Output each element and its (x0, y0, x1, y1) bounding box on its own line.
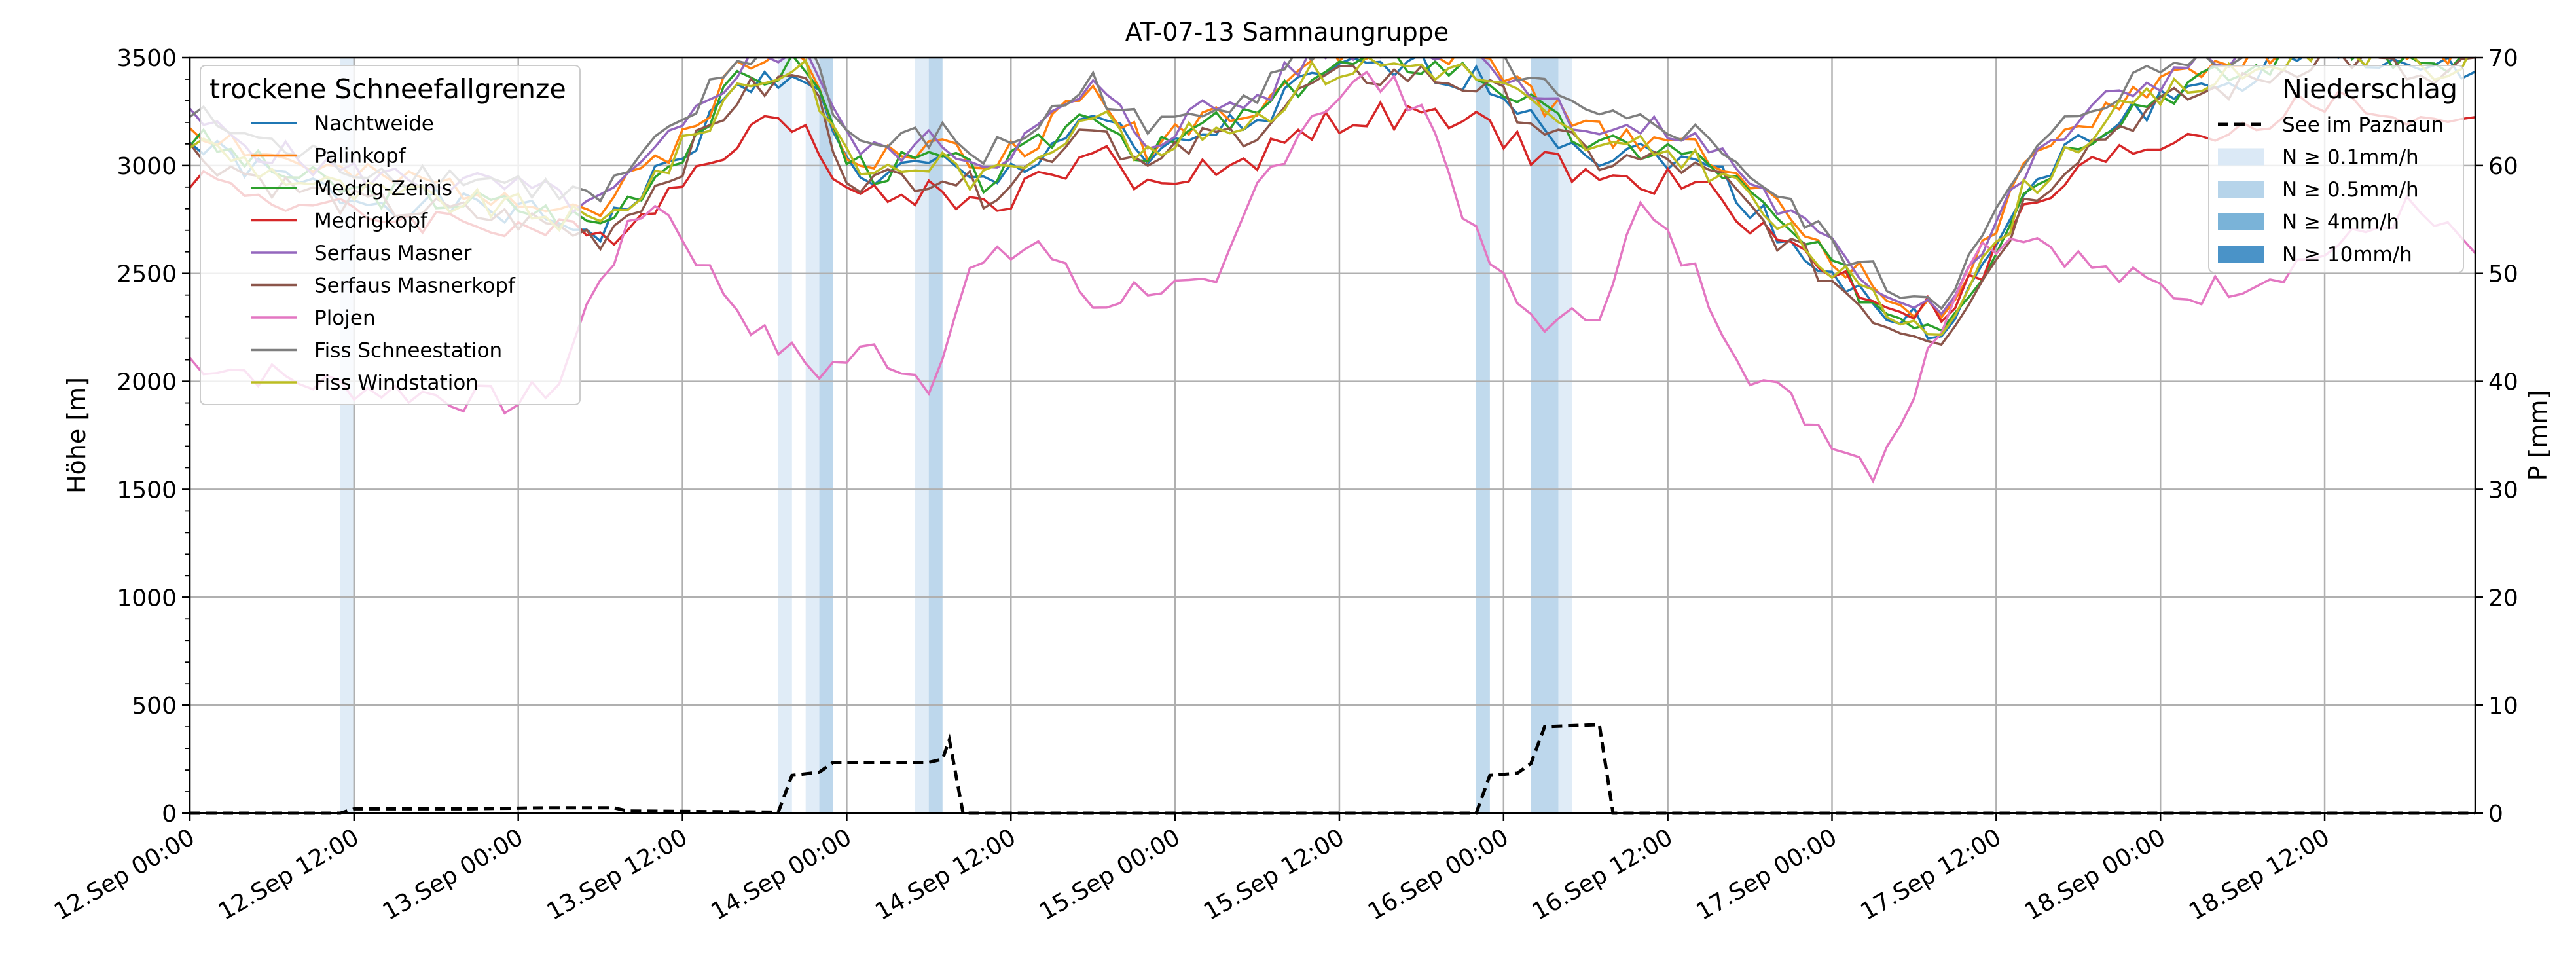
legend-right-box (2208, 65, 2464, 273)
legend-right-label: N ≥ 10mm/h (2282, 243, 2412, 266)
legend-right-swatch (2218, 246, 2264, 263)
y-tick-label-right: 50 (2488, 261, 2518, 288)
legend-left-label: Nachtweide (314, 112, 434, 136)
y-tick-label-right: 20 (2488, 585, 2518, 611)
precip-band (778, 58, 792, 813)
y-tick-label-right: 60 (2488, 153, 2518, 180)
precip-band (928, 58, 943, 813)
y-axis-left: 0 500 1000 1500 2000 2500 3000 3500 (117, 45, 190, 828)
y-tick-label: 500 (132, 693, 177, 720)
legend-left-label: Fiss Windstation (314, 371, 479, 395)
chart-title: AT-07-13 Samnaungruppe (1125, 18, 1449, 46)
y-tick-label-right: 30 (2488, 477, 2518, 503)
legend-right-swatch (2218, 181, 2264, 198)
legend-left-label: Plojen (314, 306, 376, 330)
legend-right-label: N ≥ 0.1mm/h (2282, 146, 2419, 170)
y-tick-label: 2500 (117, 261, 177, 288)
plot-frame (189, 56, 2476, 814)
precip-band (1531, 58, 1559, 813)
legend-left-label: Medrigkopf (314, 210, 428, 233)
y-tick-label: 0 (162, 801, 177, 828)
legend-left-label: Serfaus Masnerkopf (314, 274, 516, 298)
y-tick-label: 1500 (117, 477, 177, 503)
legend-left-label: Palinkopf (314, 145, 407, 168)
legend-right-label: See im Paznaun (2282, 113, 2444, 137)
y-tick-label-right: 40 (2488, 369, 2518, 396)
y-axis-right: 0 10 20 30 40 50 60 70 (2475, 45, 2518, 828)
precip-bands (340, 58, 1572, 813)
legend-left-label: Serfaus Masner (314, 242, 472, 265)
y-tick-label: 1000 (117, 585, 177, 611)
y-tick-label-right: 70 (2488, 45, 2518, 72)
legend-right-swatch (2218, 213, 2264, 230)
legend-right-label: N ≥ 4mm/h (2282, 211, 2399, 234)
y-axis-title: Höhe [m] (62, 377, 91, 494)
precip-band (1476, 58, 1490, 813)
legend-right-title: Niederschlag (2282, 73, 2458, 105)
y-tick-label: 2000 (117, 369, 177, 396)
legend-right-label: N ≥ 0.5mm/h (2282, 178, 2419, 202)
legend-right-swatch (2218, 148, 2264, 166)
y-tick-label: 3500 (117, 45, 177, 72)
legend-left-title: trockene Schneefallgrenze (209, 73, 566, 105)
legend-left-box (200, 65, 581, 405)
y-tick-label: 3000 (117, 153, 177, 180)
legend-left-label: Fiss Schneestation (314, 339, 502, 363)
see-im-paznaun-line (190, 723, 2475, 815)
precip-band (819, 58, 833, 813)
legend-left-label: Medrig-Zeinis (314, 177, 452, 200)
see-im-paznaun-series (190, 723, 2475, 815)
legend-right: Niederschlag See im Paznaun N ≥ 0.1mm/h N … (2208, 65, 2464, 273)
y-axis-title-right: P [mm] (2524, 390, 2552, 481)
legend-left: trockene Schneefallgrenze Nachtweide Pali… (200, 65, 581, 405)
y-tick-label-right: 10 (2488, 693, 2518, 720)
y-tick-label-right: 0 (2488, 801, 2503, 828)
